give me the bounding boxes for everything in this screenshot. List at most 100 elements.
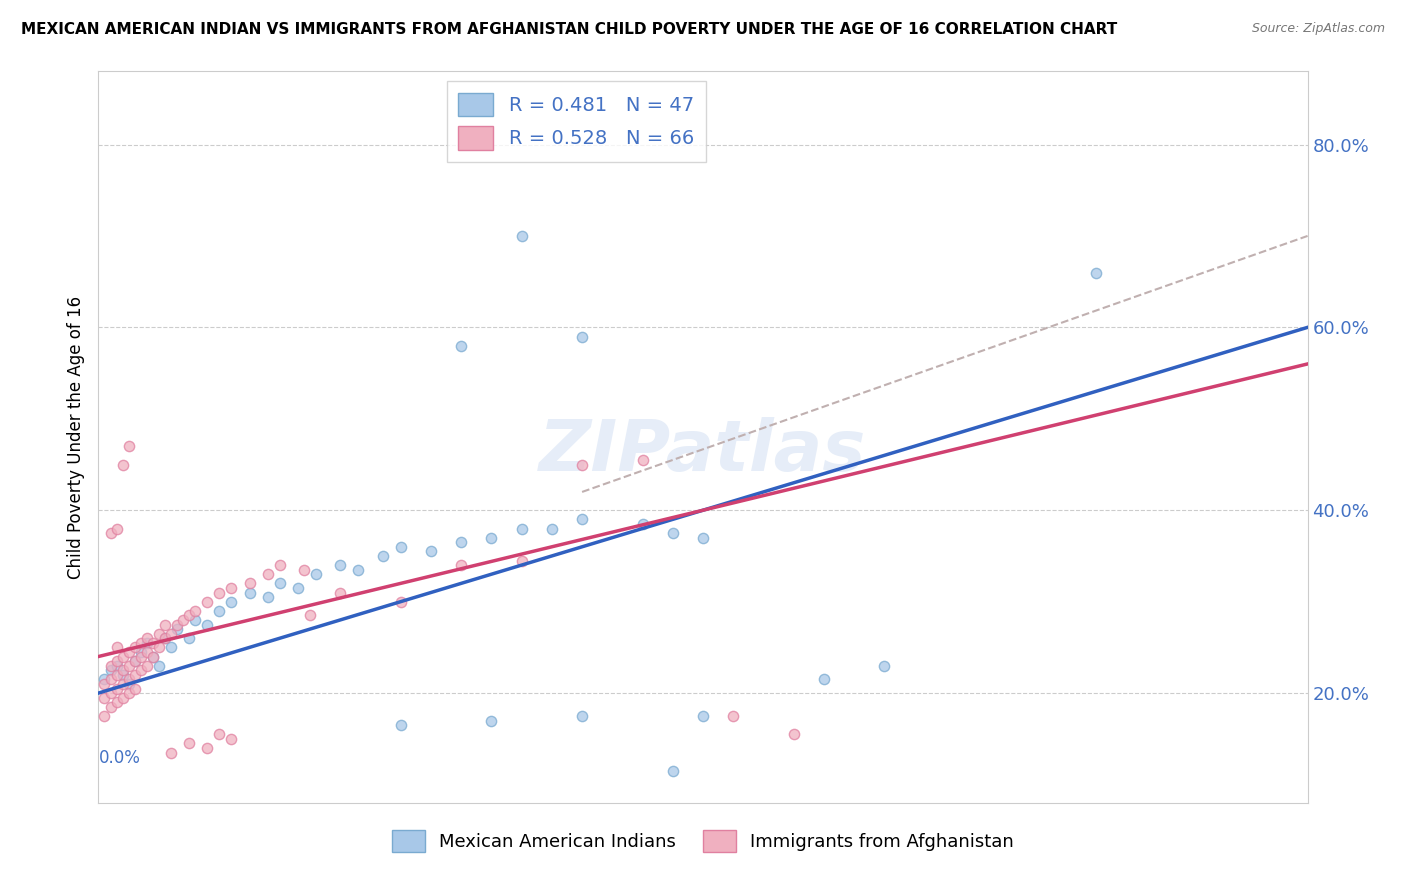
Point bbox=[124, 654, 146, 668]
Point bbox=[269, 558, 291, 573]
Point bbox=[571, 458, 593, 472]
Point bbox=[129, 645, 152, 659]
Point bbox=[160, 746, 183, 760]
Point bbox=[153, 632, 176, 646]
Point bbox=[135, 645, 157, 659]
Point bbox=[105, 681, 128, 696]
Point bbox=[105, 667, 128, 681]
Point bbox=[510, 521, 533, 535]
Point bbox=[166, 622, 188, 636]
Point bbox=[481, 714, 503, 728]
Point bbox=[723, 709, 745, 723]
Point bbox=[305, 567, 328, 582]
Point bbox=[124, 654, 146, 668]
Point bbox=[118, 439, 141, 453]
Point bbox=[208, 727, 231, 741]
Point bbox=[148, 640, 170, 655]
Point bbox=[631, 516, 654, 531]
Point bbox=[256, 590, 278, 604]
Point bbox=[111, 667, 134, 681]
Point bbox=[118, 673, 141, 687]
Point bbox=[195, 740, 218, 755]
Point bbox=[93, 709, 115, 723]
Point bbox=[184, 604, 207, 618]
Point bbox=[124, 640, 146, 655]
Point bbox=[135, 636, 157, 650]
Point bbox=[124, 681, 146, 696]
Point bbox=[269, 576, 291, 591]
Point bbox=[100, 658, 122, 673]
Point bbox=[142, 649, 165, 664]
Point bbox=[208, 585, 231, 599]
Point bbox=[129, 649, 152, 664]
Point bbox=[389, 540, 412, 554]
Point bbox=[111, 690, 134, 705]
Point bbox=[100, 699, 122, 714]
Point bbox=[661, 526, 683, 541]
Point bbox=[389, 718, 412, 732]
Text: MEXICAN AMERICAN INDIAN VS IMMIGRANTS FROM AFGHANISTAN CHILD POVERTY UNDER THE A: MEXICAN AMERICAN INDIAN VS IMMIGRANTS FR… bbox=[21, 22, 1118, 37]
Point bbox=[571, 329, 593, 343]
Point bbox=[111, 458, 134, 472]
Point bbox=[510, 229, 533, 244]
Point bbox=[571, 709, 593, 723]
Point bbox=[299, 608, 322, 623]
Y-axis label: Child Poverty Under the Age of 16: Child Poverty Under the Age of 16 bbox=[66, 295, 84, 579]
Point bbox=[208, 604, 231, 618]
Point bbox=[129, 636, 152, 650]
Point bbox=[100, 673, 122, 687]
Point bbox=[93, 677, 115, 691]
Point bbox=[256, 567, 278, 582]
Point bbox=[105, 658, 128, 673]
Point bbox=[93, 690, 115, 705]
Text: ZIPatlas: ZIPatlas bbox=[540, 417, 866, 486]
Point bbox=[111, 677, 134, 691]
Point bbox=[179, 632, 201, 646]
Point bbox=[135, 632, 157, 646]
Point bbox=[105, 521, 128, 535]
Legend: Mexican American Indians, Immigrants from Afghanistan: Mexican American Indians, Immigrants fro… bbox=[385, 823, 1021, 860]
Point bbox=[111, 663, 134, 677]
Point bbox=[481, 531, 503, 545]
Point bbox=[153, 632, 176, 646]
Point bbox=[118, 645, 141, 659]
Point bbox=[179, 736, 201, 750]
Point bbox=[100, 526, 122, 541]
Point bbox=[1085, 266, 1108, 280]
Point bbox=[510, 553, 533, 567]
Point bbox=[160, 640, 183, 655]
Point bbox=[118, 658, 141, 673]
Point bbox=[105, 695, 128, 709]
Point bbox=[783, 727, 806, 741]
Point bbox=[105, 654, 128, 668]
Point bbox=[129, 663, 152, 677]
Point bbox=[450, 339, 472, 353]
Point bbox=[172, 613, 194, 627]
Point bbox=[93, 673, 115, 687]
Point bbox=[221, 594, 243, 608]
Point bbox=[450, 558, 472, 573]
Point bbox=[105, 640, 128, 655]
Point bbox=[142, 636, 165, 650]
Point bbox=[287, 581, 309, 595]
Point bbox=[135, 658, 157, 673]
Point bbox=[100, 686, 122, 700]
Point bbox=[100, 663, 122, 677]
Point bbox=[631, 453, 654, 467]
Point bbox=[239, 585, 262, 599]
Point bbox=[873, 658, 896, 673]
Point bbox=[371, 549, 394, 563]
Point bbox=[347, 563, 370, 577]
Point bbox=[166, 617, 188, 632]
Text: Source: ZipAtlas.com: Source: ZipAtlas.com bbox=[1251, 22, 1385, 36]
Point bbox=[292, 563, 315, 577]
Point bbox=[329, 558, 352, 573]
Point bbox=[571, 512, 593, 526]
Point bbox=[179, 608, 201, 623]
Point bbox=[148, 626, 170, 640]
Point bbox=[221, 731, 243, 746]
Point bbox=[221, 581, 243, 595]
Point bbox=[450, 535, 472, 549]
Point bbox=[329, 585, 352, 599]
Point bbox=[160, 626, 183, 640]
